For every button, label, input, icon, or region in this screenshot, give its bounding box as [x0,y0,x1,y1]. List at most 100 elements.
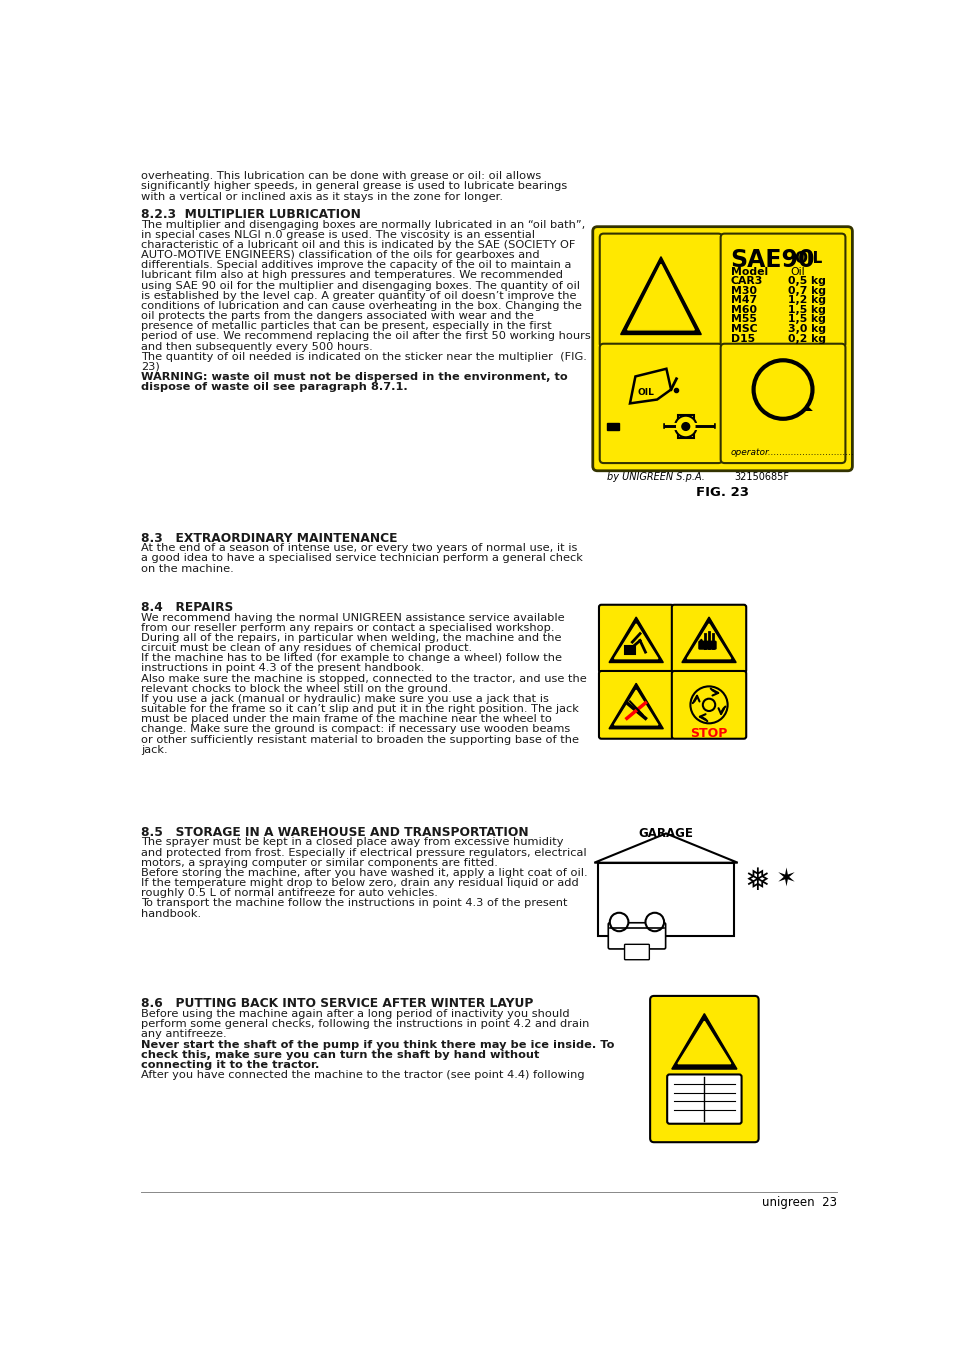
FancyBboxPatch shape [598,671,673,738]
Text: differentials. Special additives improve the capacity of the oil to maintain a: differentials. Special additives improve… [141,261,571,270]
Text: 1,5 kg: 1,5 kg [787,315,825,324]
Polygon shape [678,1022,730,1064]
Polygon shape [627,265,694,329]
Text: M55: M55 [730,315,756,324]
Circle shape [681,423,689,431]
Text: GARAGE: GARAGE [638,828,693,840]
FancyBboxPatch shape [598,605,673,672]
Text: operator..............................: operator.............................. [730,448,854,458]
Polygon shape [620,256,700,335]
Circle shape [753,360,812,418]
Text: OIL: OIL [794,251,821,266]
Text: The sprayer must be kept in a closed place away from excessive humidity: The sprayer must be kept in a closed pla… [141,837,563,848]
Text: connecting it to the tractor.: connecting it to the tractor. [141,1060,319,1071]
Text: ✶: ✶ [775,867,796,891]
Text: At the end of a season of intense use, or every two years of normal use, it is: At the end of a season of intense use, o… [141,543,577,554]
Polygon shape [614,624,658,659]
Text: suitable for the frame so it can’t slip and put it in the right position. The ja: suitable for the frame so it can’t slip … [141,705,578,714]
Text: oil protects the parts from the dangers associated with wear and the: oil protects the parts from the dangers … [141,310,534,321]
Text: MSC: MSC [730,324,757,333]
Text: 8.6   PUTTING BACK INTO SERVICE AFTER WINTER LAYUP: 8.6 PUTTING BACK INTO SERVICE AFTER WINT… [141,998,533,1010]
Text: M60: M60 [730,305,756,315]
Text: unigreen  23: unigreen 23 [761,1196,836,1210]
Text: conditions of lubrication and can cause overheating in the box. Changing the: conditions of lubrication and can cause … [141,301,581,310]
Text: a good idea to have a specialised service technician perform a general check: a good idea to have a specialised servic… [141,554,582,563]
Text: 1,5 kg: 1,5 kg [787,305,825,315]
Text: The quantity of oil needed is indicated on the sticker near the multiplier  (FIG: The quantity of oil needed is indicated … [141,352,586,362]
Text: !: ! [696,1037,712,1071]
Text: If the temperature might drop to below zero, drain any residual liquid or add: If the temperature might drop to below z… [141,878,578,888]
Text: change. Make sure the ground is compact: if necessary use wooden beams: change. Make sure the ground is compact:… [141,725,570,734]
Text: 23): 23) [141,362,159,371]
Text: Also make sure the machine is stopped, connected to the tractor, and use the: Also make sure the machine is stopped, c… [141,674,586,683]
FancyBboxPatch shape [598,863,733,936]
Text: 1,2 kg: 1,2 kg [787,296,825,305]
Text: lubricant film also at high pressures and temperatures. We recommended: lubricant film also at high pressures an… [141,270,562,281]
Text: check this, make sure you can turn the shaft by hand without: check this, make sure you can turn the s… [141,1050,538,1060]
Text: We recommend having the normal UNIGREEN assistance service available: We recommend having the normal UNIGREEN … [141,613,564,622]
FancyBboxPatch shape [624,944,649,960]
Text: by UNIGREEN S.p.A.: by UNIGREEN S.p.A. [606,472,704,482]
Text: handbook.: handbook. [141,909,201,918]
Polygon shape [608,617,662,663]
Text: To transport the machine follow the instructions in point 4.3 of the present: To transport the machine follow the inst… [141,899,567,909]
Text: using SAE 90 oil for the multiplier and disengaging boxes. The quantity of oil: using SAE 90 oil for the multiplier and … [141,281,579,290]
FancyBboxPatch shape [720,234,844,347]
Text: Model: Model [730,267,767,277]
FancyBboxPatch shape [671,605,745,672]
Text: relevant chocks to block the wheel still on the ground.: relevant chocks to block the wheel still… [141,683,451,694]
Text: Before storing the machine, after you have washed it, apply a light coat of oil.: Before storing the machine, after you ha… [141,868,587,878]
Text: D15: D15 [730,333,754,344]
Text: or other sufficiently resistant material to broaden the supporting base of the: or other sufficiently resistant material… [141,734,578,745]
Text: If you use a jack (manual or hydraulic) make sure you use a jack that is: If you use a jack (manual or hydraulic) … [141,694,548,703]
Text: any antifreeze.: any antifreeze. [141,1030,227,1040]
Text: presence of metallic particles that can be present, especially in the first: presence of metallic particles that can … [141,321,551,331]
Text: 8.5   STORAGE IN A WAREHOUSE AND TRANSPORTATION: 8.5 STORAGE IN A WAREHOUSE AND TRANSPORT… [141,826,528,838]
Text: perform some general checks, following the instructions in point 4.2 and drain: perform some general checks, following t… [141,1019,589,1029]
Text: OIL: OIL [637,387,653,397]
Text: STOP: STOP [690,728,727,740]
Text: Never start the shaft of the pump if you think there may be ice inside. To: Never start the shaft of the pump if you… [141,1040,614,1050]
FancyBboxPatch shape [666,1075,740,1123]
Text: 8.2.3  MULTIPLIER LUBRICATION: 8.2.3 MULTIPLIER LUBRICATION [141,208,360,221]
FancyBboxPatch shape [678,414,693,437]
Text: The multiplier and disengaging boxes are normally lubricated in an “oil bath”,: The multiplier and disengaging boxes are… [141,220,584,230]
FancyBboxPatch shape [671,671,745,738]
FancyBboxPatch shape [649,996,758,1142]
Text: 32150685F: 32150685F [733,472,788,482]
Text: AUTO-MOTIVE ENGINEERS) classification of the oils for gearboxes and: AUTO-MOTIVE ENGINEERS) classification of… [141,250,539,261]
FancyBboxPatch shape [599,234,721,347]
Text: Before using the machine again after a long period of inactivity you should: Before using the machine again after a l… [141,1010,569,1019]
FancyBboxPatch shape [592,227,852,471]
Text: with a vertical or inclined axis as it stays in the zone for longer.: with a vertical or inclined axis as it s… [141,192,502,201]
Text: instructions in point 4.3 of the present handbook.: instructions in point 4.3 of the present… [141,663,424,674]
Circle shape [609,913,628,931]
Text: motors, a spraying computer or similar components are fitted.: motors, a spraying computer or similar c… [141,857,497,868]
Text: M30: M30 [730,286,756,296]
Text: M47: M47 [730,296,756,305]
Text: If the machine has to be lifted (for example to change a wheel) follow the: If the machine has to be lifted (for exa… [141,653,561,663]
Text: FIG. 23: FIG. 23 [696,486,748,500]
Circle shape [645,913,663,931]
Polygon shape [608,683,662,729]
Text: dispose of waste oil see paragraph 8.7.1.: dispose of waste oil see paragraph 8.7.1… [141,382,407,393]
Text: characteristic of a lubricant oil and this is indicated by the SAE (SOCIETY OF: characteristic of a lubricant oil and th… [141,240,575,250]
Text: in special cases NLGI n.0 grease is used. The viscosity is an essential: in special cases NLGI n.0 grease is used… [141,230,535,240]
FancyBboxPatch shape [599,344,721,463]
Text: During all of the repairs, in particular when welding, the machine and the: During all of the repairs, in particular… [141,633,561,643]
FancyBboxPatch shape [608,923,665,949]
Text: must be placed under the main frame of the machine near the wheel to: must be placed under the main frame of t… [141,714,551,724]
Text: 0,5 kg: 0,5 kg [787,275,825,286]
FancyBboxPatch shape [699,641,716,649]
FancyBboxPatch shape [624,645,634,653]
Polygon shape [686,624,730,659]
Text: 8.4   REPAIRS: 8.4 REPAIRS [141,601,233,614]
Text: OK: OK [753,383,812,417]
Text: on the machine.: on the machine. [141,564,233,574]
Text: SAE90: SAE90 [730,248,815,273]
Text: 0,2 kg: 0,2 kg [787,333,825,344]
Text: ❅: ❅ [743,867,769,895]
Text: and protected from frost. Especially if electrical pressure regulators, electric: and protected from frost. Especially if … [141,848,586,857]
Polygon shape [671,1014,736,1069]
Text: significantly higher speeds, in general grease is used to lubricate bearings: significantly higher speeds, in general … [141,181,567,192]
